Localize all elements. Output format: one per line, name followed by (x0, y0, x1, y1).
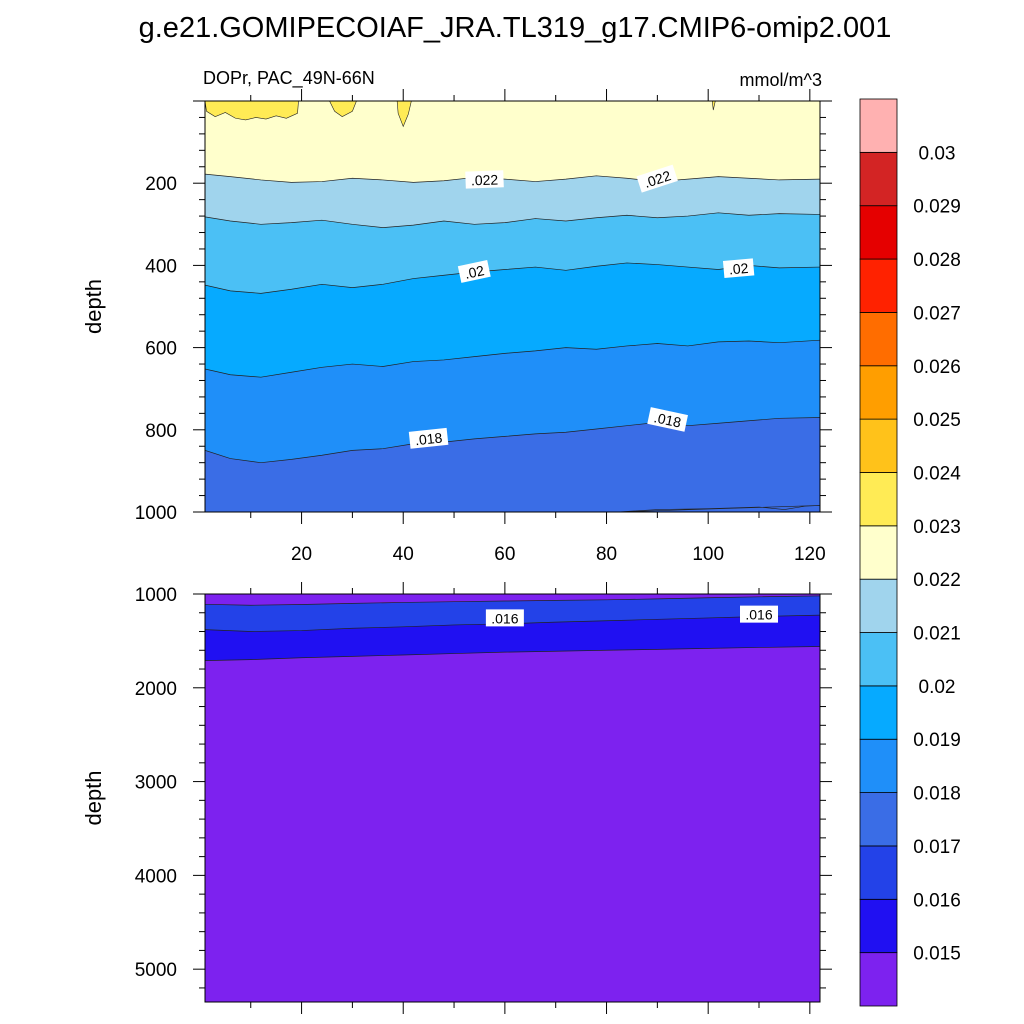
upper-ytick-label: 600 (145, 339, 177, 360)
colorbar-swatch-6 (859, 632, 898, 687)
colorbar-swatch-8 (859, 525, 898, 580)
svg-text:.02: .02 (728, 260, 749, 278)
lower-band-2 (205, 646, 820, 1002)
upper-contour-label-0: .022 (465, 170, 504, 189)
upper-ylabel: depth (81, 279, 106, 334)
colorbar-label-6: 0.021 (913, 624, 961, 645)
colorbar-swatch-5 (859, 685, 898, 740)
upper-contour-line-1 (205, 212, 820, 228)
colorbar-label-4: 0.019 (913, 730, 961, 751)
upper-contour-line-3 (205, 339, 820, 378)
upper-contour-line-2 (205, 262, 820, 294)
lower-frame (204, 593, 821, 1003)
colorbar: 0.015 0.016 0.017 0.018 0.019 0.02 0.021 0.022 0… (859, 98, 961, 1007)
upper-contour-label-5: .018 (647, 407, 688, 432)
colorbar-label-15: 0.03 (919, 143, 956, 164)
colorbar-label-0: 0.015 (913, 944, 961, 965)
colorbar-label-11: 0.026 (913, 357, 961, 378)
subtitle-units: mmol/m^3 (740, 70, 822, 90)
upper-frame (204, 100, 821, 513)
colorbar-label-9: 0.024 (913, 463, 961, 484)
upper-ytick-label: 400 (145, 256, 177, 277)
subtitle-left: DOPr, PAC_49N-66N (203, 68, 375, 89)
upper-ytick-label: 200 (145, 174, 177, 195)
svg-text:.02: .02 (463, 262, 486, 282)
xtick-label: 120 (794, 544, 826, 565)
svg-text:.016: .016 (745, 607, 772, 623)
colorbar-swatch-0 (859, 952, 898, 1007)
upper-contour-line-4 (205, 417, 820, 464)
upper-ytick-label: 1000 (135, 503, 177, 524)
upper-contour-label-2: .02 (457, 260, 491, 283)
colorbar-swatch-7 (859, 578, 898, 633)
lower-ylabel: depth (81, 770, 106, 825)
svg-text:.018: .018 (653, 409, 683, 430)
colorbar-label-8: 0.023 (913, 517, 961, 538)
upper-contour-label-3: .02 (722, 258, 755, 278)
colorbar-label-5: 0.02 (919, 677, 956, 698)
colorbar-swatch-13 (859, 258, 898, 313)
chart-title: g.e21.GOMIPECOIAF_JRA.TL319_g17.CMIP6-om… (139, 12, 892, 44)
colorbar-swatch-10 (859, 418, 898, 473)
colorbar-swatch-9 (859, 472, 898, 527)
svg-text:.018: .018 (414, 429, 443, 448)
colorbar-label-10: 0.025 (913, 410, 961, 431)
xtick-label: 40 (393, 544, 414, 565)
lower-contour-label-0: .016 (485, 609, 524, 627)
xtick-label: 20 (291, 544, 312, 565)
lower-ytick-label: 5000 (135, 960, 177, 981)
upper-region-0 (205, 101, 299, 121)
colorbar-swatch-11 (859, 365, 898, 420)
colorbar-label-7: 0.022 (913, 570, 961, 591)
lower-panel: .016 .016 1000 2000 3000 4000 5000 depth (81, 582, 832, 1014)
xtick-label: 80 (596, 544, 617, 565)
lower-contour-line-2 (205, 646, 820, 661)
colorbar-swatch-1 (859, 898, 898, 954)
lower-ytick-label: 2000 (135, 679, 177, 700)
colorbar-swatch-15 (859, 151, 898, 207)
colorbar-label-2: 0.017 (913, 837, 961, 858)
colorbar-label-12: 0.027 (913, 303, 961, 324)
colorbar-label-14: 0.029 (913, 197, 961, 218)
svg-text:.022: .022 (471, 171, 499, 188)
xtick-label: 60 (494, 544, 515, 565)
lower-ytick-label: 1000 (135, 585, 177, 606)
upper-contour-label-4: .018 (408, 427, 449, 449)
colorbar-label-1: 0.016 (913, 890, 961, 911)
lower-contour-label-1: .016 (740, 605, 779, 623)
upper-region-4 (616, 505, 820, 512)
colorbar-swatch-12 (859, 312, 898, 367)
lower-ytick-label: 4000 (135, 866, 177, 887)
upper-region-2 (396, 101, 412, 128)
colorbar-swatch-14 (859, 205, 898, 260)
colorbar-swatch-3 (859, 792, 898, 847)
colorbar-label-3: 0.018 (913, 784, 961, 805)
upper-panel: .022.022.02.02.018.0182004006008001000de… (81, 89, 832, 565)
lower-contour-line-0 (205, 595, 820, 606)
colorbar-swatch-4 (859, 738, 898, 793)
colorbar-swatch-2 (859, 845, 898, 900)
colorbar-label-13: 0.028 (913, 250, 961, 271)
upper-contour-line-0 (205, 173, 820, 183)
colorbar-swatch-16 (859, 98, 898, 153)
upper-ytick-label: 800 (145, 421, 177, 442)
upper-region-1 (329, 101, 357, 117)
svg-text:.016: .016 (491, 610, 518, 626)
lower-ytick-label: 3000 (135, 773, 177, 794)
xtick-label: 100 (692, 544, 724, 565)
upper-region-3 (711, 101, 716, 111)
upper-band-4 (205, 417, 820, 512)
